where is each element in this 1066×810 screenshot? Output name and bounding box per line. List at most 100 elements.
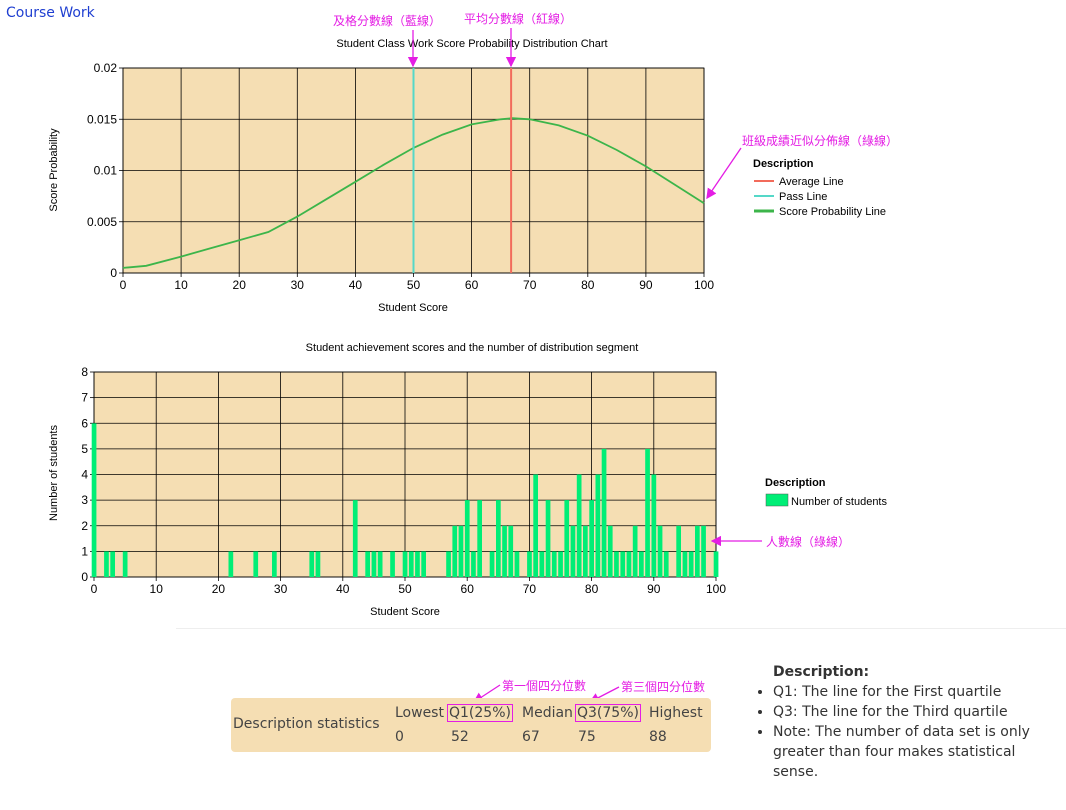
bar — [545, 500, 551, 577]
bar — [315, 551, 321, 577]
bar — [104, 551, 109, 577]
bar — [502, 525, 507, 578]
bar — [607, 525, 613, 578]
legend-students-label: Number of students — [791, 496, 887, 508]
chart2-xtick-label: 100 — [706, 582, 726, 596]
bar — [253, 551, 259, 577]
description-title: Description: — [773, 664, 870, 680]
bar — [620, 551, 626, 577]
description-item-q1: Q1: The line for the First quartile — [773, 682, 1052, 702]
chart2-ytick-label: 4 — [81, 468, 88, 482]
bar — [527, 551, 532, 577]
chart2-xtick-label: 40 — [336, 582, 350, 596]
bar — [639, 551, 644, 577]
chart1-xtick-label: 60 — [465, 278, 479, 292]
bar — [309, 551, 315, 577]
bar — [583, 525, 588, 578]
bar — [228, 551, 234, 577]
chart1-xtick-label: 80 — [581, 278, 595, 292]
bar — [421, 551, 426, 577]
bar — [626, 551, 632, 577]
stats-value-q1: 52 — [451, 729, 469, 745]
bar — [564, 500, 570, 577]
bar — [110, 551, 115, 577]
bar — [589, 500, 594, 577]
bar — [533, 474, 538, 577]
chart1-xtick-label: 70 — [523, 278, 537, 292]
bar — [272, 551, 277, 577]
stats-header-median: Median — [522, 705, 573, 721]
chart2-legend-title: Description — [765, 477, 826, 489]
bar — [371, 551, 377, 577]
chart2-ytick-label: 3 — [81, 493, 88, 507]
annotation-q3: 第三個四分位數 — [621, 679, 705, 694]
chart1-ytick-label: 0.01 — [94, 164, 118, 178]
legend-curve-label: Score Probability Line — [779, 206, 886, 218]
legend-average-label: Average Line — [779, 176, 844, 188]
chart1-ytick-label: 0.005 — [87, 215, 117, 229]
stats-header-lowest: Lowest — [395, 705, 444, 721]
bar — [122, 551, 128, 577]
course-work-link[interactable]: Course Work — [6, 5, 95, 21]
chart2-xtick-label: 60 — [461, 582, 475, 596]
bar — [570, 525, 576, 578]
bar — [489, 551, 495, 577]
score-probability-line — [122, 117, 705, 269]
bar — [701, 525, 706, 578]
bar — [471, 551, 476, 577]
bar — [477, 500, 482, 577]
chart1-xtick-label: 40 — [349, 278, 363, 292]
bar — [415, 551, 420, 577]
chart1-title: Student Class Work Score Probability Dis… — [336, 38, 607, 50]
chart2-ytick-label: 6 — [81, 416, 88, 430]
chart1-ylabel: Score Probability — [48, 128, 60, 212]
legend-students-swatch — [765, 493, 789, 507]
bar — [496, 500, 501, 577]
stats-value-median: 67 — [522, 729, 540, 745]
chart2-xtick-label: 90 — [647, 582, 661, 596]
bar — [601, 448, 607, 577]
bar — [377, 551, 383, 577]
bar — [390, 551, 395, 577]
annotation-curve-line: 班級成績近似分佈線（綠線） — [742, 133, 898, 148]
bar — [657, 525, 663, 578]
description-statistics-table: Description statistics Lowest Q1(25%) Me… — [231, 698, 711, 752]
chart2-xtick-label: 20 — [212, 582, 226, 596]
stats-header-q1: Q1(25%) — [447, 704, 513, 722]
bar — [632, 525, 638, 578]
stats-value-q3: 75 — [578, 729, 596, 745]
bar — [558, 551, 563, 577]
annotation-pass-line: 及格分數線（藍線） — [333, 13, 441, 28]
chart2-ylabel: Number of students — [48, 425, 60, 521]
bar — [514, 551, 520, 577]
chart1-xtick-label: 0 — [120, 278, 127, 292]
description-panel: Description: Q1: The line for the First … — [752, 664, 1052, 782]
annotation-curve-arrow — [706, 147, 742, 200]
stats-header-q3: Q3(75%) — [575, 704, 641, 722]
chart1-ytick-label: 0.02 — [94, 61, 118, 75]
stats-value-lowest: 0 — [395, 729, 404, 745]
bar — [688, 551, 694, 577]
chart2-xtick-label: 80 — [585, 582, 599, 596]
description-item-q3: Q3: The line for the Third quartile — [773, 702, 1052, 722]
chart1-xtick-label: 20 — [233, 278, 247, 292]
chart2-legend: Description Number of students — [765, 477, 887, 508]
bar — [508, 525, 514, 578]
chart2-plot: 0 10 20 30 40 50 60 70 80 90 100 0 1 2 3 4 5 6 7 8 — [81, 365, 726, 596]
chart2-ytick-label: 5 — [81, 442, 88, 456]
bar — [663, 551, 669, 577]
chart1-xlabel: Student Score — [378, 302, 448, 314]
chart2-xtick-label: 10 — [150, 582, 164, 596]
bar — [551, 551, 557, 577]
bar — [91, 423, 97, 578]
chart1-plot: 0 10 20 30 40 50 60 70 80 90 100 0 0.005 0.01 0.015 0.0… — [87, 61, 714, 292]
description-item-note: Note: The number of data set is only gre… — [773, 722, 1052, 782]
description-list: Q1: The line for the First quartile Q3: … — [752, 682, 1052, 782]
chart1-legend-title: Description — [753, 158, 814, 170]
bar — [452, 525, 458, 578]
chart1-xtick-label: 50 — [407, 278, 421, 292]
bar — [446, 551, 451, 577]
chart1-xtick-label: 90 — [639, 278, 653, 292]
chart1-legend: Description Average Line Pass Line Score… — [753, 158, 886, 218]
chart1-xtick-label: 10 — [174, 278, 188, 292]
